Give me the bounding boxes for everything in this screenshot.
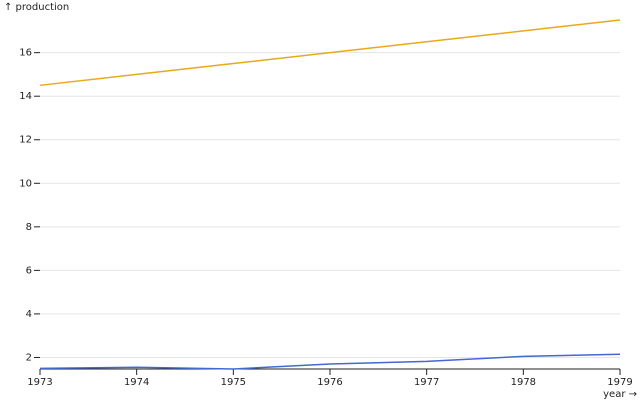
x-tick-label: 1973 (27, 377, 52, 388)
series-line (39, 353, 621, 370)
x-tick-label: 1978 (511, 377, 536, 388)
x-tick-label: 1977 (414, 377, 439, 388)
x-tick-label: 1976 (317, 377, 342, 388)
x-tick-label: 1979 (607, 377, 632, 388)
y-tick-label: 4 (26, 309, 32, 320)
x-axis-label: year → (603, 389, 637, 400)
y-tick-label: 14 (19, 91, 32, 102)
series-line (39, 19, 621, 87)
y-tick-label: 2 (26, 352, 32, 363)
y-tick-label: 8 (26, 222, 32, 233)
x-tick-label: 1974 (124, 377, 149, 388)
y-tick-label: 6 (26, 265, 32, 276)
y-tick-label: 12 (19, 135, 32, 146)
y-tick-label: 10 (19, 178, 32, 189)
y-axis-label: ↑ production (4, 2, 69, 13)
y-tick-label: 16 (19, 48, 32, 59)
x-tick-label: 1975 (221, 377, 246, 388)
